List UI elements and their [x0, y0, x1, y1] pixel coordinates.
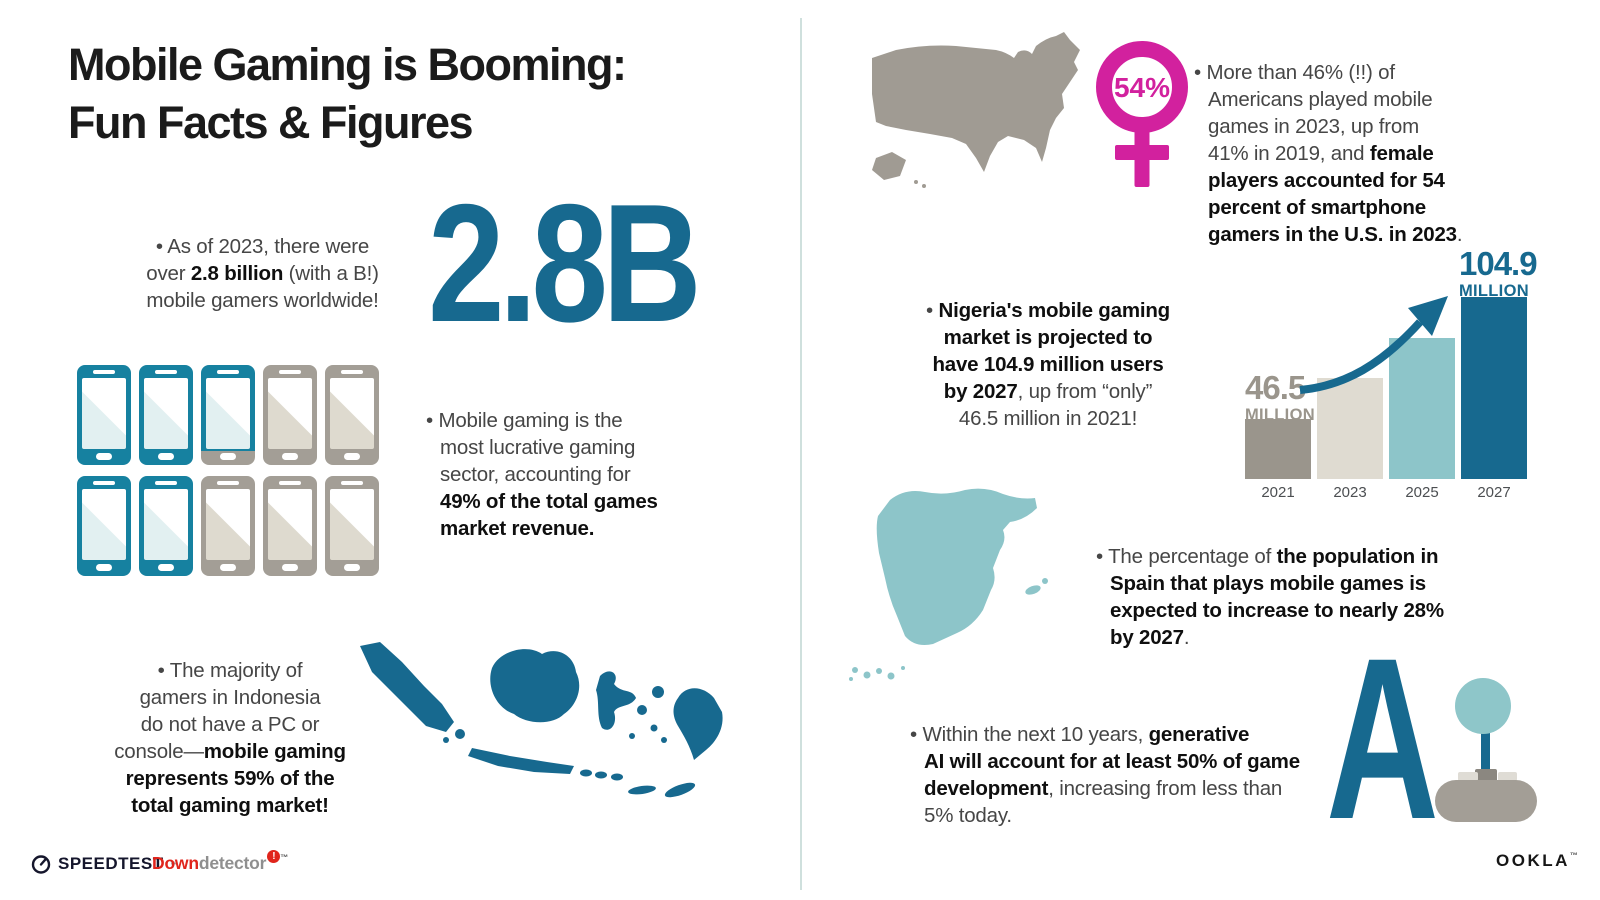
fact-us-text: • More than 46% (!!) of Americans played… [1194, 60, 1463, 246]
spain-map [849, 488, 1048, 681]
ookla-wordmark: OOKLA [1496, 851, 1570, 870]
fact-revenue-text: • Mobile gaming is the most lucrative ga… [426, 408, 658, 540]
phone-speaker [155, 370, 177, 374]
phone-screen [206, 378, 250, 449]
phone-icon [325, 365, 379, 465]
value-2021: 46.5 [1245, 369, 1306, 406]
phone-speaker [155, 481, 177, 485]
phone-speaker [341, 481, 363, 485]
phone-screen [82, 489, 126, 560]
phone-screen [330, 378, 374, 449]
phone-home-button [344, 564, 360, 571]
female-gamers-badge: 54% [1114, 72, 1170, 103]
phone-home-button [96, 453, 112, 460]
phone-screen [206, 489, 250, 560]
downdetector-alert-icon: ! [267, 850, 281, 863]
phone-speaker [93, 370, 115, 374]
fact-ai-text: • Within the next 10 years, generative A… [910, 722, 1300, 827]
ookla-trademark: ™ [1569, 851, 1581, 860]
indonesia-map [360, 642, 723, 798]
us-map [872, 32, 1080, 188]
phone-icon [77, 365, 131, 465]
downdetector-word-detector: detector [198, 853, 267, 873]
phone-speaker [341, 370, 363, 374]
speedtest-wordmark: SPEEDTEST [58, 854, 164, 873]
ai-letter-a: A [1326, 648, 1439, 823]
phone-screen [268, 378, 312, 449]
phone-screen [144, 378, 188, 449]
phone-speaker [279, 370, 301, 374]
phone-icon [263, 365, 317, 465]
female-symbol-icon: 54% [1096, 41, 1188, 187]
phone-icon [325, 476, 379, 576]
phone-speaker [279, 481, 301, 485]
chart-bar-2021 [1245, 419, 1311, 479]
fact-spain-text: • The percentage of the population in Sp… [1096, 544, 1444, 649]
chart-tick-2025: 2025 [1405, 484, 1439, 501]
phone-home-button [220, 453, 236, 460]
phone-icon [201, 476, 255, 576]
speedtest-logo: SPEEDTEST ™ [30, 853, 178, 875]
phone-home-button [282, 453, 298, 460]
value-2027: 104.9 [1459, 245, 1538, 282]
column-divider [800, 18, 802, 890]
phone-home-button [158, 453, 174, 460]
phone-speaker [217, 481, 239, 485]
phone-screen [144, 489, 188, 560]
growth-arrow-icon [1299, 296, 1448, 394]
phone-screen [82, 378, 126, 449]
phone-icon [139, 365, 193, 465]
phone-home-button [158, 564, 174, 571]
chart-tick-2027: 2027 [1477, 484, 1511, 501]
phone-icon [263, 476, 317, 576]
speedtest-trademark: ™ [169, 859, 178, 869]
page-title: Mobile Gaming is Booming: Fun Facts & Fi… [68, 39, 627, 148]
phone-screen [330, 489, 374, 560]
joystick-icon [1435, 678, 1537, 822]
chart-tick-2023: 2023 [1333, 484, 1367, 501]
phone-speaker [93, 481, 115, 485]
unit-2027: MILLION [1459, 282, 1529, 300]
fact-nigeria-text: • Nigeria's mobile gaming market is proj… [925, 298, 1170, 430]
phone-home-button [344, 453, 360, 460]
phone-home-button [282, 564, 298, 571]
big-stat-2-8b: 2.8B [428, 169, 702, 357]
svg-text:A: A [1326, 648, 1439, 823]
chart-bar-2027 [1461, 297, 1527, 479]
downdetector-word-down: Down [152, 853, 199, 873]
chart-value-label-2021: 46.5 MILLION [1245, 371, 1315, 424]
phone-screen [268, 489, 312, 560]
phone-icon-partial [201, 365, 255, 465]
ookla-logo: OOKLA™ [1496, 851, 1580, 871]
downdetector-logo: Downdetector! ™ [152, 850, 289, 874]
chart-bar-2023 [1317, 378, 1383, 479]
phone-home-button [220, 564, 236, 571]
speedtest-gauge-icon [31, 855, 51, 874]
fact-gamers-text: • As of 2023, there were over 2.8 billio… [146, 234, 379, 312]
unit-2021: MILLION [1245, 406, 1315, 424]
phone-speaker [217, 370, 239, 374]
phone-icon [77, 476, 131, 576]
downdetector-trademark: ™ [280, 853, 289, 862]
chart-tick-2021: 2021 [1261, 484, 1295, 501]
phone-grid [77, 365, 379, 576]
fact-indonesia-text: • The majority of gamers in Indonesia do… [114, 658, 346, 817]
chart-bar-2025 [1389, 338, 1455, 479]
phone-home-button [96, 564, 112, 571]
chart-value-label-2027: 104.9 MILLION [1459, 245, 1538, 300]
phone-icon [139, 476, 193, 576]
